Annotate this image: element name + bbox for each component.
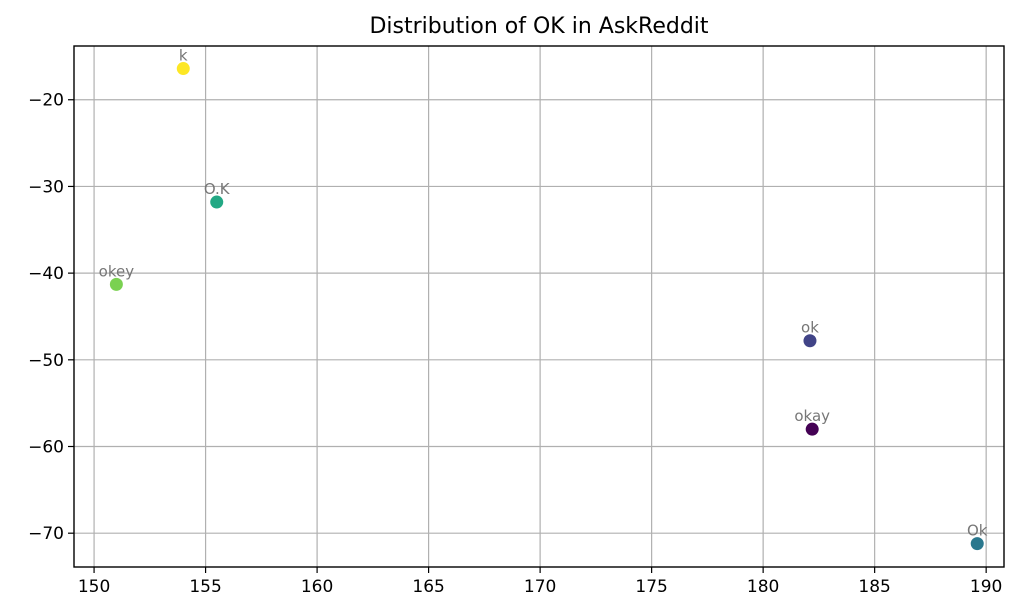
x-tick-label: 175 — [635, 577, 667, 597]
data-point — [805, 422, 819, 436]
y-tick-label: −40 — [28, 264, 64, 284]
plot-frame — [73, 45, 1005, 568]
x-tick-label: 170 — [524, 577, 556, 597]
data-point-label: okay — [794, 407, 830, 425]
data-point-label: Ok — [967, 522, 988, 540]
x-tick-label: 155 — [189, 577, 221, 597]
x-tick-label: 160 — [301, 577, 333, 597]
x-tick-label: 180 — [747, 577, 779, 597]
data-point — [803, 334, 817, 348]
data-point — [970, 537, 984, 551]
y-tick-label: −70 — [28, 524, 64, 544]
chart-title: Distribution of OK in AskReddit — [369, 14, 708, 39]
y-tick-label: −60 — [28, 438, 64, 458]
data-point — [176, 62, 190, 76]
data-point-label: k — [179, 47, 188, 65]
x-tick-label: 150 — [78, 577, 110, 597]
y-axis: −20 −30 −40 −50 −60 −70 — [28, 91, 74, 544]
x-tick-label: 165 — [412, 577, 444, 597]
y-tick-label: −50 — [28, 351, 64, 371]
x-axis: 150 155 160 165 170 175 180 185 190 — [78, 567, 1002, 597]
data-point-label: ok — [801, 319, 819, 337]
data-point — [210, 195, 224, 209]
y-tick-label: −20 — [28, 91, 64, 111]
data-point-label: O.K — [204, 180, 231, 198]
data-point — [109, 277, 123, 291]
data-points: k O.K okey ok okay Ok — [99, 47, 988, 551]
x-tick-label: 185 — [858, 577, 890, 597]
grid-lines — [74, 46, 1004, 567]
x-tick-label: 190 — [970, 577, 1002, 597]
y-tick-label: −30 — [28, 177, 64, 197]
data-point-label: okey — [99, 262, 135, 280]
